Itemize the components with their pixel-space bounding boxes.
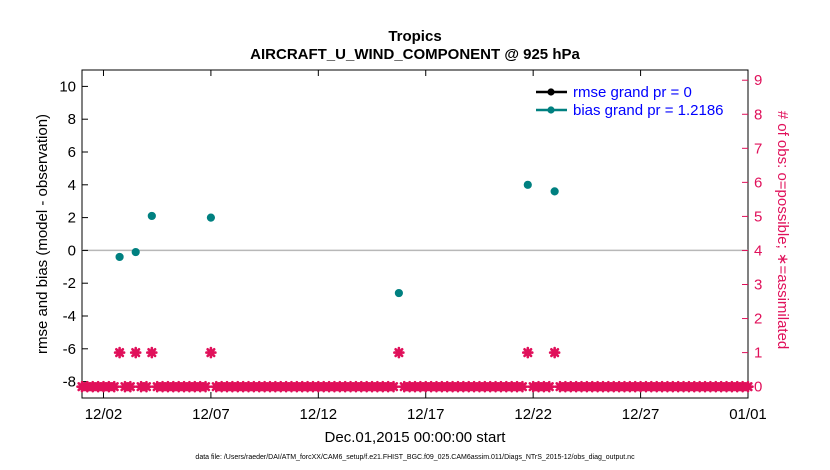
y-tick-label: 0 <box>68 242 76 259</box>
y2-axis-label: # of obs: o=possible; ∗=assimilated <box>774 111 791 350</box>
y2-tick-label: 4 <box>754 242 762 259</box>
y-tick-label: 6 <box>68 144 76 161</box>
y2-tick-label: 6 <box>754 174 762 191</box>
obs-count-zero-marker <box>108 380 121 393</box>
x-tick-label: 12/07 <box>192 406 230 423</box>
y-tick-label: -8 <box>63 374 76 391</box>
bias-point <box>206 213 216 222</box>
y-tick-label: -2 <box>63 275 76 292</box>
y-tick-label: -4 <box>63 308 76 325</box>
bias-point <box>147 211 156 221</box>
data-file-caption: data file: /Users/raeder/DAI/ATM_forcXX/… <box>195 454 635 461</box>
obs-count-marker <box>548 346 561 359</box>
x-tick-label: 12/27 <box>622 406 660 423</box>
obs-count-marker <box>393 346 405 359</box>
obs-count-zero-marker <box>516 380 529 393</box>
y-tick-label: 8 <box>68 111 76 128</box>
bias-point <box>131 247 140 257</box>
obs-count-zero-marker <box>140 380 153 393</box>
y-tick-label: -6 <box>63 341 76 358</box>
chart-subtitle: AIRCRAFT_U_WIND_COMPONENT @ 925 hPa <box>250 46 580 63</box>
y-tick-label: 4 <box>68 177 76 194</box>
legend-marker-rmse <box>547 88 555 96</box>
y2-tick-label: 1 <box>754 345 762 362</box>
obs-count-zero-marker <box>543 380 556 393</box>
bias-point <box>523 180 532 189</box>
x-tick-label: 01/01 <box>729 406 767 423</box>
y2-tick-label: 7 <box>754 140 762 157</box>
x-axis-label: Dec.01,2015 00:00:00 start <box>325 429 507 446</box>
x-tick-label: 12/02 <box>85 406 123 423</box>
chart-title: Tropics <box>388 28 442 45</box>
obs-count-zero-marker <box>387 380 400 393</box>
obs-count-marker <box>113 346 126 359</box>
y2-tick-label: 0 <box>754 379 762 396</box>
y-tick-label: 2 <box>68 210 76 227</box>
obs-count-marker <box>521 346 534 359</box>
y2-tick-label: 5 <box>754 208 762 225</box>
y2-tick-label: 8 <box>754 106 762 123</box>
y-axis-label: rmse and bias (model - observation) <box>34 114 51 354</box>
y2-tick-label: 9 <box>754 72 762 89</box>
y2-tick-label: 3 <box>754 277 762 294</box>
bias-point <box>394 288 403 298</box>
bias-point <box>550 187 559 196</box>
x-tick-label: 12/22 <box>514 406 552 423</box>
plot-frame <box>81 69 749 399</box>
obs-count-marker <box>205 346 217 359</box>
y-tick-label: 10 <box>59 78 76 95</box>
legend-marker-bias <box>547 106 555 114</box>
y2-tick-label: 2 <box>754 311 762 328</box>
obs-count-zero-marker <box>124 380 137 393</box>
x-tick-label: 12/17 <box>407 406 445 423</box>
legend-label-rmse: rmse grand pr = 0 <box>573 84 692 101</box>
obs-count-zero-marker <box>199 380 212 393</box>
obs-count-marker <box>146 346 158 359</box>
obs-count-marker <box>129 346 142 359</box>
x-tick-label: 12/12 <box>300 406 338 423</box>
legend-label-bias: bias grand pr = 1.2186 <box>573 102 724 119</box>
bias-point <box>115 252 124 262</box>
obs-count-zero-marker <box>742 380 754 393</box>
